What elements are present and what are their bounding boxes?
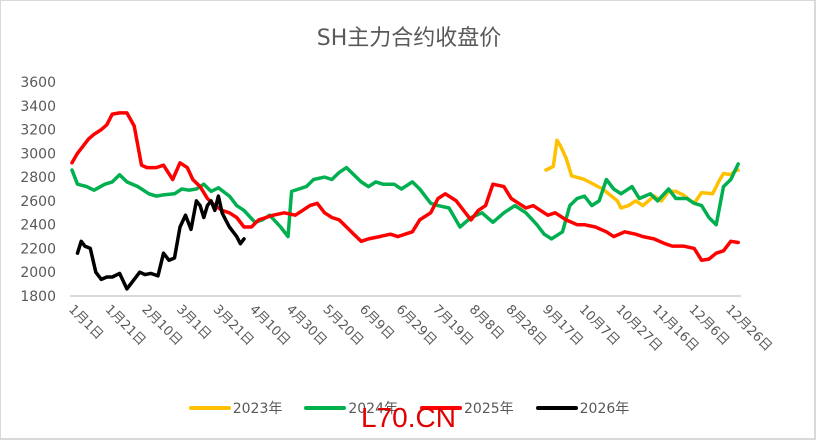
- series-lines: [70, 111, 740, 291]
- legend-item-2026: 2026年: [535, 398, 630, 418]
- y-tick-label: 2400: [20, 218, 56, 234]
- y-tick-label: 3200: [20, 123, 56, 139]
- chart-title: SH主力合约收盘价: [316, 26, 502, 51]
- y-tick-label: 3400: [20, 99, 56, 115]
- x-axis-ticks: 1月1日1月21日2月10日3月1日3月21日4月10日4月30日5月20日6月…: [65, 302, 774, 354]
- y-tick-label: 2600: [20, 194, 56, 210]
- y-tick-label: 2800: [20, 170, 56, 186]
- y-tick-label: 3000: [20, 146, 56, 162]
- series-line-2024年: [70, 162, 740, 241]
- legend-label: 2026年: [579, 401, 630, 417]
- legend-label: 2023年: [232, 401, 283, 417]
- legend-item-2023: 2023年: [188, 398, 283, 418]
- legend-item-2024: 2024年: [304, 398, 398, 418]
- series-line-2026年: [75, 194, 246, 291]
- x-tick-label: 1月1日: [65, 302, 106, 343]
- y-tick-label: 1800: [20, 289, 56, 305]
- legend-swatch: [188, 406, 231, 410]
- y-tick-label: 2000: [20, 265, 56, 281]
- x-tick-label: 12月26日: [722, 302, 774, 354]
- legend-swatch: [420, 406, 462, 410]
- legend-label: 2024年: [348, 401, 398, 417]
- legend-item-2025: 2025年: [420, 398, 514, 418]
- legend-label: 2025年: [464, 401, 514, 417]
- watermark: L70.CN: [361, 402, 456, 433]
- y-axis-ticks: 1800 2000 2200 2400 2600 2800 3000 3200 3400 3600: [20, 75, 56, 305]
- legend-swatch: [304, 406, 347, 410]
- series-line-2023年: [544, 138, 740, 210]
- y-tick-label: 3600: [20, 75, 56, 91]
- y-tick-label: 2200: [20, 241, 56, 257]
- series-line-2025年: [70, 111, 740, 263]
- legend-swatch: [535, 406, 578, 410]
- legend: 2023年 2024年 2025年 2026年: [0, 398, 818, 418]
